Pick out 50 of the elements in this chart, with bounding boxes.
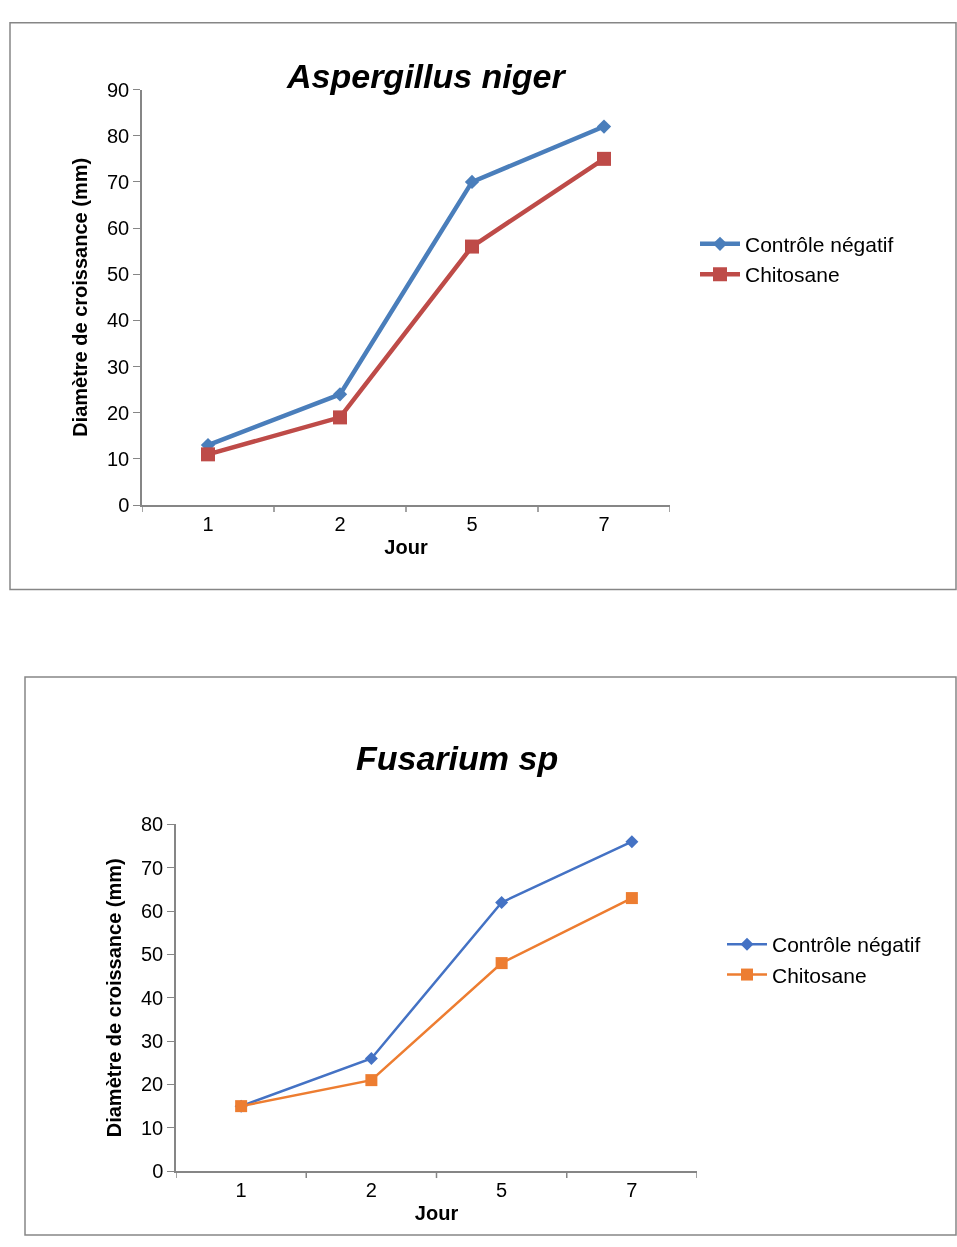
chart-title: Fusarium sp xyxy=(356,739,559,777)
x-axis-title: Jour xyxy=(414,1201,459,1224)
y-tick-label: 90 xyxy=(107,78,130,101)
y-axis-title: Diamètre de croissance (mm) xyxy=(69,157,91,437)
y-tick-label: 20 xyxy=(107,401,130,424)
point xyxy=(495,957,508,970)
y-tick-label: 10 xyxy=(141,1116,164,1139)
point xyxy=(201,447,215,462)
y-tick-label: 40 xyxy=(107,309,130,332)
legend-label: Chitosane xyxy=(772,963,867,987)
x-tick-label: 1 xyxy=(202,512,214,535)
legend-label: Chitosane xyxy=(745,263,840,287)
x-tick-label: 1 xyxy=(235,1178,247,1201)
point xyxy=(465,239,479,254)
y-tick-label: 10 xyxy=(107,447,130,470)
x-axis-title: Jour xyxy=(384,535,428,558)
x-tick-label: 7 xyxy=(598,512,610,535)
y-tick-label: 40 xyxy=(141,986,164,1009)
x-tick-label: 2 xyxy=(334,512,346,535)
point xyxy=(625,892,638,905)
point xyxy=(495,895,509,909)
y-tick-label: 20 xyxy=(141,1073,164,1096)
point xyxy=(333,410,347,425)
y-tick-label: 0 xyxy=(118,494,130,517)
y-tick-label: 70 xyxy=(107,170,130,193)
y-tick-label: 60 xyxy=(107,217,130,240)
y-tick-label: 30 xyxy=(107,355,130,378)
point xyxy=(597,151,611,166)
x-tick-label: 2 xyxy=(365,1178,377,1201)
y-tick-label: 80 xyxy=(141,813,164,836)
point xyxy=(625,835,639,849)
point xyxy=(332,387,348,402)
y-tick-label: 50 xyxy=(141,943,164,966)
y-tick-label: 0 xyxy=(152,1160,164,1183)
point xyxy=(364,1051,378,1065)
y-tick-label: 50 xyxy=(107,263,130,286)
x-tick-label: 7 xyxy=(626,1178,638,1201)
chart-title: Aspergillus niger xyxy=(286,57,567,95)
legend-label: Contrôle négatif xyxy=(745,233,894,257)
point xyxy=(596,119,612,134)
point xyxy=(464,174,480,190)
y-tick-label: 30 xyxy=(141,1030,164,1053)
y-tick-label: 70 xyxy=(141,856,164,879)
point xyxy=(365,1074,378,1087)
y-tick-label: 60 xyxy=(141,900,164,923)
x-tick-label: 5 xyxy=(466,512,478,535)
x-tick-label: 5 xyxy=(496,1178,508,1201)
y-axis-title: Diamètre de croissance (mm) xyxy=(103,858,125,1138)
y-tick-label: 80 xyxy=(107,124,130,147)
legend-label: Contrôle négatif xyxy=(772,933,921,957)
